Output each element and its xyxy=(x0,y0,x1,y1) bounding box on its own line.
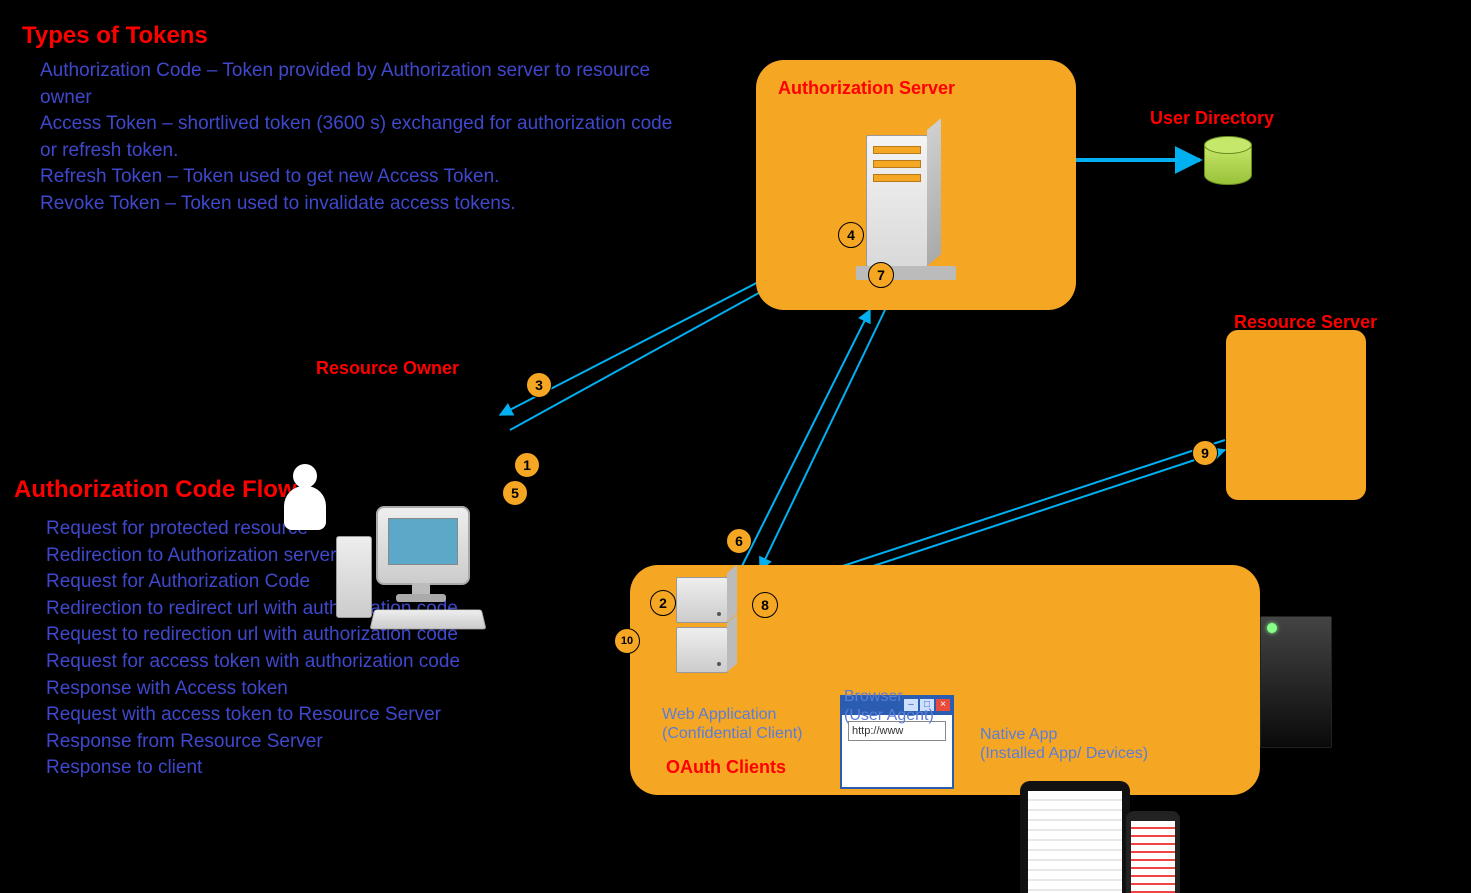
web-app-icon xyxy=(666,577,746,687)
auth-server-panel: Authorization Server xyxy=(756,60,1076,310)
browser-caption: Browser (User Agent) xyxy=(844,687,934,725)
flow-steps-list: Request for protected resourceRedirectio… xyxy=(46,516,606,782)
resource-server-icon xyxy=(1260,616,1332,748)
step-badge-1: 1 xyxy=(514,452,540,478)
flow-step: Response from Resource Server xyxy=(46,729,606,756)
flow-step: Request with access token to Resource Se… xyxy=(46,702,606,729)
flow-step: Request for access token with authorizat… xyxy=(46,649,606,676)
auth-server-label: Authorization Server xyxy=(778,78,955,99)
flow-step: Redirection to redirect url with authori… xyxy=(46,596,606,623)
step-badge-5: 5 xyxy=(502,480,528,506)
oauth-clients-label: OAuth Clients xyxy=(666,757,786,778)
flow-step: Request for Authorization Code xyxy=(46,569,606,596)
flow-title: Authorization Code Flow xyxy=(14,476,297,504)
flow-step: Redirection to Authorization server xyxy=(46,543,606,570)
oauth-clients-panel: Web Application (Confidential Client) OA… xyxy=(630,565,1260,795)
flow-step: Response with Access token xyxy=(46,676,606,703)
arrow-client-auth-7 xyxy=(760,310,885,570)
tokens-title: Types of Tokens xyxy=(22,22,208,50)
tokens-description: Authorization Code – Token provided by A… xyxy=(40,58,680,218)
native-app-caption: Native App (Installed App/ Devices) xyxy=(980,725,1148,763)
arrow-client-auth-6 xyxy=(740,310,870,570)
flow-step: Request to redirection url with authoriz… xyxy=(46,622,606,649)
native-app-icon xyxy=(1020,781,1180,893)
user-directory-icon xyxy=(1204,136,1250,192)
resource-owner-user-icon xyxy=(280,464,330,534)
user-directory-label: User Directory xyxy=(1150,108,1274,129)
web-app-caption: Web Application (Confidential Client) xyxy=(662,705,803,743)
resource-owner-pc-icon xyxy=(336,506,496,646)
auth-server-icon xyxy=(856,130,966,280)
step-badge-6: 6 xyxy=(726,528,752,554)
resource-server-label: Resource Server xyxy=(1234,312,1377,333)
step-badge-9: 9 xyxy=(1192,440,1218,466)
flow-step: Response to client xyxy=(46,755,606,782)
resource-owner-label: Resource Owner xyxy=(316,358,459,379)
step-badge-3: 3 xyxy=(526,372,552,398)
resource-server-panel xyxy=(1226,330,1366,500)
